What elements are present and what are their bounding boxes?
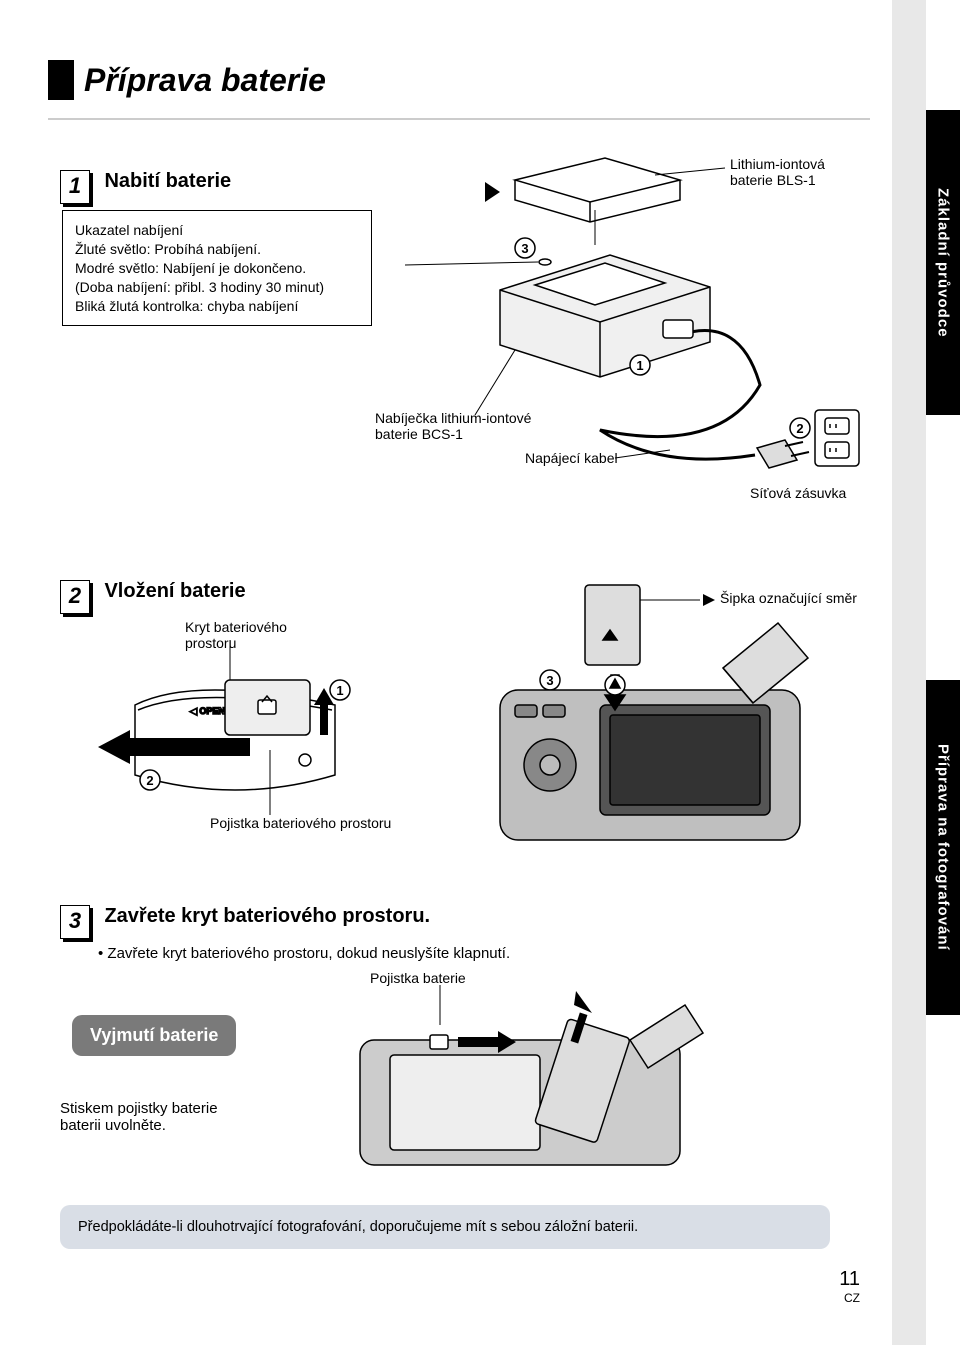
page-title: Příprava baterie bbox=[84, 62, 326, 99]
camera-back-svg: 3 bbox=[455, 580, 835, 860]
side-tab-prep-label: Příprava na fotografování bbox=[935, 744, 952, 951]
arrow-label: Šipka označující směr bbox=[720, 590, 860, 606]
svg-text:2: 2 bbox=[146, 773, 153, 788]
page-number-value: 11 bbox=[839, 1268, 860, 1291]
rule bbox=[48, 118, 870, 120]
section-2: 2 Vložení baterie Kryt bateriového prost… bbox=[60, 580, 830, 614]
remove-svg bbox=[330, 985, 710, 1195]
step-1-title: Nabití baterie bbox=[104, 170, 231, 192]
charger-svg: 3 1 bbox=[405, 150, 865, 530]
step-2-num: 2 bbox=[60, 580, 90, 614]
charger-label: Nabíječka lithium-iontové baterie BCS-1 bbox=[375, 410, 555, 442]
step-1-num: 1 bbox=[60, 170, 90, 204]
battery-label: Lithium-iontová baterie BLS-1 bbox=[730, 156, 865, 188]
side-tab-guide: Základní průvodce bbox=[926, 110, 960, 415]
remove-callout: Vyjmutí baterie bbox=[72, 1015, 236, 1056]
remove-text: Stiskem pojistky bateriebaterii uvolněte… bbox=[60, 1100, 280, 1134]
title-accent bbox=[48, 60, 74, 100]
step-3-num: 3 bbox=[60, 905, 90, 939]
step-3-bullet: • Zavřete kryt bateriového prostoru, dok… bbox=[98, 945, 710, 962]
section-3: 3 Zavřete kryt bateriového prostoru. • Z… bbox=[60, 905, 710, 962]
svg-text:3: 3 bbox=[521, 241, 528, 256]
svg-text:1: 1 bbox=[636, 358, 643, 373]
lock-label: Pojistka bateriového prostoru bbox=[210, 815, 391, 831]
socket-label: Síťová zásuvka bbox=[750, 485, 846, 501]
remove-lock-label: Pojistka baterie bbox=[370, 970, 466, 986]
svg-text:3: 3 bbox=[546, 673, 553, 688]
svg-text:1: 1 bbox=[336, 683, 343, 698]
side-tab-prep: Příprava na fotografování bbox=[926, 680, 960, 1015]
svg-text:Kryt bateriového: Kryt bateriového bbox=[185, 619, 287, 635]
battery-cover-svg: Kryt bateriového prostoru ◀ OPEN bbox=[80, 610, 440, 870]
tip-box: Předpokládáte-li dlouhotrvající fotograf… bbox=[60, 1205, 830, 1249]
right-strip bbox=[892, 0, 926, 1345]
page: Základní průvodce Příprava na fotografov… bbox=[0, 0, 960, 1345]
page-number: 11 CZ bbox=[839, 1268, 860, 1305]
page-lang: CZ bbox=[839, 1291, 860, 1305]
svg-text:◀ OPEN: ◀ OPEN bbox=[189, 706, 225, 716]
title: Příprava baterie bbox=[48, 60, 326, 100]
svg-text:prostoru: prostoru bbox=[185, 635, 236, 651]
charging-indicator-box: Ukazatel nabíjení Žluté světlo: Probíhá … bbox=[62, 210, 372, 326]
side-tab-guide-label: Základní průvodce bbox=[935, 188, 952, 338]
svg-text:2: 2 bbox=[796, 421, 803, 436]
step-3-title: Zavřete kryt bateriového prostoru. bbox=[104, 905, 430, 927]
cable-label: Napájecí kabel bbox=[525, 450, 618, 466]
step-2-title: Vložení baterie bbox=[104, 580, 245, 602]
section-1: 1 Nabití baterie Ukazatel nabíjení Žluté… bbox=[60, 170, 830, 326]
charger-illustration: 3 1 bbox=[405, 150, 865, 530]
